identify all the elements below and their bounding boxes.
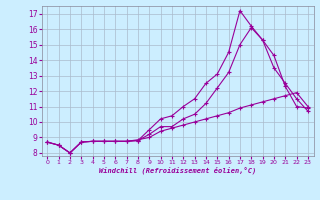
X-axis label: Windchill (Refroidissement éolien,°C): Windchill (Refroidissement éolien,°C) [99, 167, 256, 174]
